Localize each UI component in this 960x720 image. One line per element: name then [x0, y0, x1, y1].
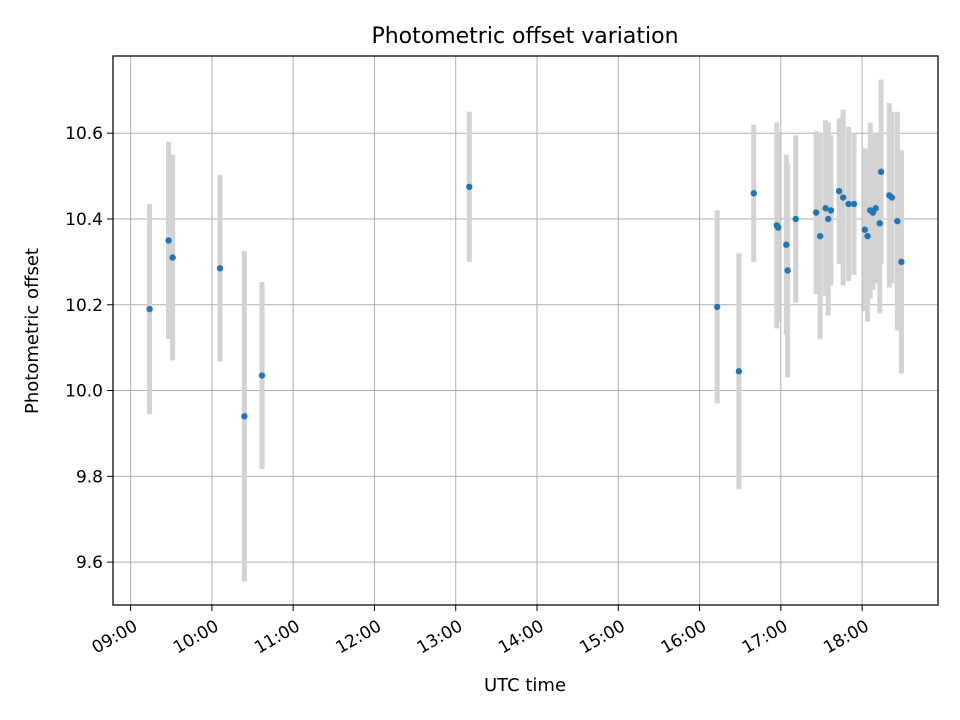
data-points: [146, 168, 905, 420]
data-point: [816, 232, 824, 240]
data-point: [258, 372, 266, 379]
data-point: [845, 200, 852, 208]
data-point: [784, 267, 791, 274]
data-point: [827, 207, 835, 214]
data-point: [146, 305, 153, 313]
grid: [113, 56, 938, 605]
data-point: [877, 168, 885, 176]
data-point: [822, 205, 829, 212]
x-axis-label: UTC time: [484, 675, 566, 696]
data-point: [812, 209, 820, 216]
y-tick-label: 9.8: [76, 467, 103, 487]
data-point: [783, 241, 790, 248]
y-tick-label: 10.4: [65, 210, 103, 230]
y-axis-ticks: 9.6 9.8 10.0 10.2 10.4 10.6: [65, 124, 113, 573]
data-point: [774, 224, 782, 231]
y-tick-label: 10.2: [65, 296, 103, 316]
data-point: [872, 205, 879, 212]
y-tick-label: 10.6: [65, 124, 103, 144]
data-point: [835, 187, 843, 195]
data-point: [750, 190, 757, 197]
data-point: [861, 226, 869, 233]
data-point: [165, 237, 172, 244]
data-point: [241, 413, 248, 420]
data-point: [864, 232, 871, 240]
data-point: [713, 303, 721, 311]
data-point: [466, 183, 473, 191]
y-tick-label: 10.0: [65, 382, 103, 402]
chart-title: Photometric offset variation: [371, 24, 678, 49]
data-point: [888, 194, 896, 201]
data-point: [839, 194, 847, 201]
data-point: [876, 220, 883, 227]
y-tick-label: 9.6: [76, 553, 103, 573]
data-point: [792, 215, 799, 223]
data-point: [169, 254, 176, 261]
plot-area: [113, 56, 938, 605]
data-point: [216, 265, 224, 272]
data-point: [898, 258, 905, 266]
y-axis-label: Photometric offset: [22, 248, 43, 414]
data-point: [850, 200, 858, 208]
data-point: [825, 215, 832, 223]
plot-frame: [112, 55, 939, 606]
data-point: [894, 217, 901, 225]
data-point: [735, 368, 743, 375]
